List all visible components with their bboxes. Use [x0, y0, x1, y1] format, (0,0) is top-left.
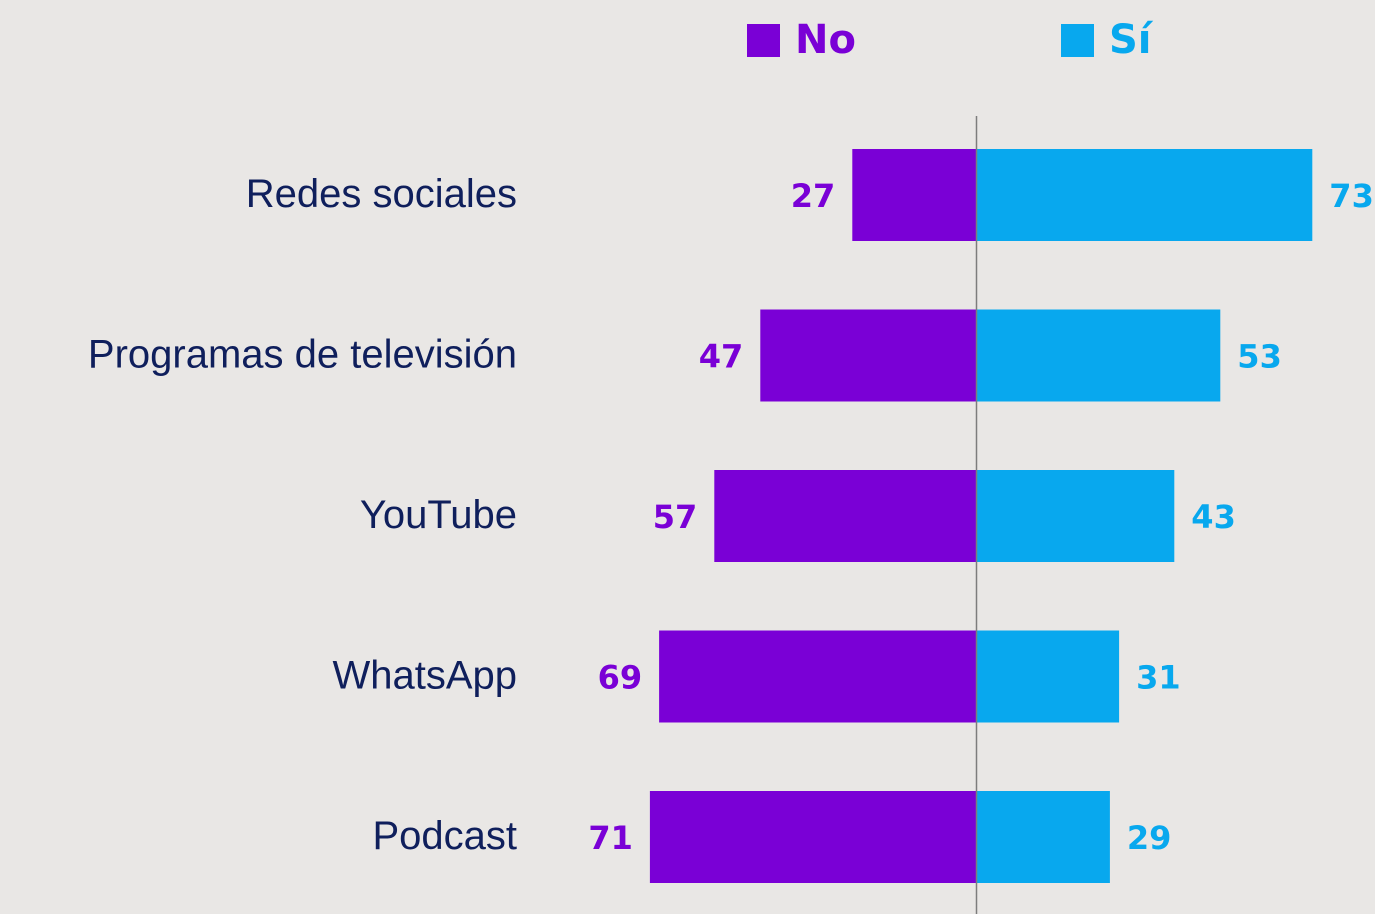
bar-no-3	[659, 630, 977, 723]
bar-si-1	[976, 309, 1221, 402]
bar-no-1	[760, 309, 977, 402]
category-label-3: WhatsApp	[332, 654, 517, 698]
category-label-2: YouTube	[360, 493, 517, 537]
series-si-value-labels: 73 53 43 31 29	[1127, 177, 1374, 857]
legend-swatch-si	[1061, 24, 1094, 57]
value-label-si-0: 73	[1329, 177, 1374, 215]
value-label-no-1: 47	[699, 338, 744, 376]
value-label-no-0: 27	[791, 177, 836, 215]
series-no-bars	[649, 149, 977, 883]
value-label-si-4: 29	[1127, 819, 1172, 857]
legend: No Sí	[747, 17, 1154, 63]
bar-no-2	[714, 470, 977, 562]
bar-no-0	[852, 149, 977, 241]
value-label-si-2: 43	[1191, 498, 1236, 536]
bar-no-4	[649, 791, 977, 883]
value-label-no-4: 71	[588, 819, 633, 857]
series-si-bars	[976, 149, 1313, 883]
value-label-si-3: 31	[1136, 659, 1181, 697]
category-label-1: Programas de televisión	[88, 333, 517, 377]
bar-si-4	[976, 791, 1110, 883]
legend-label-no: No	[795, 17, 856, 63]
legend-swatch-no	[747, 24, 780, 57]
value-label-no-3: 69	[598, 659, 643, 697]
category-labels: Redes sociales Programas de televisión You…	[88, 172, 517, 858]
bar-si-3	[976, 630, 1120, 723]
category-label-4: Podcast	[372, 814, 517, 858]
category-label-0: Redes sociales	[246, 172, 517, 216]
legend-label-si: Sí	[1109, 17, 1154, 63]
bar-si-2	[976, 470, 1175, 562]
series-no-value-labels: 27 47 57 69 71	[588, 177, 835, 857]
bar-si-0	[976, 149, 1313, 241]
value-label-si-1: 53	[1237, 338, 1282, 376]
value-label-no-2: 57	[653, 498, 698, 536]
